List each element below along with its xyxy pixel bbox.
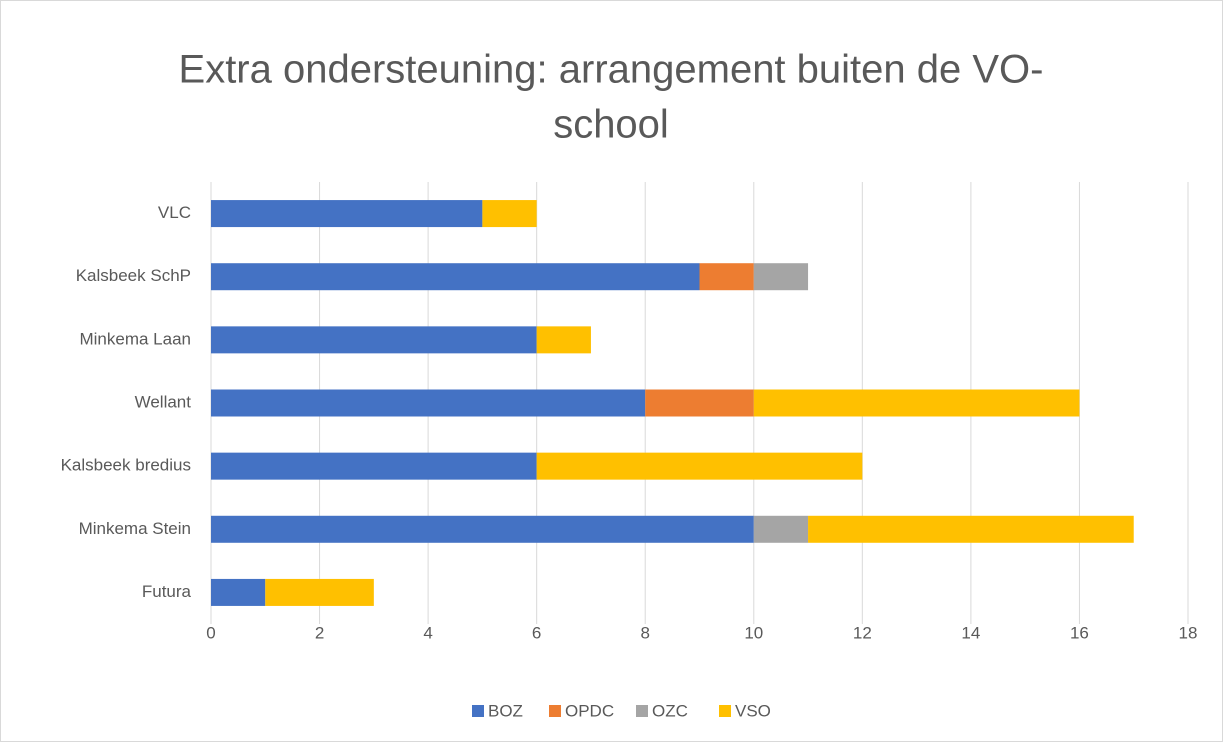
bar-segment xyxy=(211,263,700,291)
y-tick-label: Minkema Stein xyxy=(79,519,191,538)
bar-segment xyxy=(753,515,809,543)
legend-label: OPDC xyxy=(565,701,614,720)
x-tick-label: 4 xyxy=(423,623,432,642)
bar-segment xyxy=(482,200,537,228)
legend-swatch xyxy=(472,705,484,717)
y-tick-label: Kalsbeek SchP xyxy=(76,266,191,285)
x-tick-label: 6 xyxy=(532,623,541,642)
bar-segment xyxy=(211,452,537,480)
bar-segment xyxy=(211,578,266,606)
bar-segment xyxy=(536,452,863,480)
x-tick-label: 10 xyxy=(744,623,763,642)
x-tick-label: 0 xyxy=(206,623,215,642)
legend-label: BOZ xyxy=(488,701,523,720)
chart-title: Extra ondersteuning: arrangement buiten … xyxy=(179,48,1044,92)
x-tick-label: 2 xyxy=(315,623,324,642)
y-tick-label: VLC xyxy=(158,203,191,222)
bar-segment xyxy=(211,515,754,543)
bar-segment xyxy=(265,578,374,606)
bar-segment xyxy=(753,263,809,291)
bar-segment xyxy=(645,389,754,417)
x-tick-label: 14 xyxy=(961,623,980,642)
x-tick-label: 18 xyxy=(1179,623,1198,642)
bar-segment xyxy=(808,515,1134,543)
legend-swatch xyxy=(636,705,648,717)
bar-segment xyxy=(536,326,591,354)
bar-segment xyxy=(753,389,1080,417)
x-tick-label: 16 xyxy=(1070,623,1089,642)
bar-segment xyxy=(211,200,483,228)
legend-swatch xyxy=(719,705,731,717)
y-tick-label: Wellant xyxy=(135,392,192,411)
y-tick-label: Minkema Laan xyxy=(79,329,191,348)
bar-segment xyxy=(211,389,646,417)
chart-title: school xyxy=(553,103,669,147)
y-tick-label: Kalsbeek bredius xyxy=(61,456,191,475)
y-tick-label: Futura xyxy=(142,582,192,601)
x-tick-label: 8 xyxy=(640,623,649,642)
legend-swatch xyxy=(549,705,561,717)
bar-segment xyxy=(211,326,537,354)
x-tick-label: 12 xyxy=(853,623,872,642)
legend-label: OZC xyxy=(652,701,688,720)
legend-label: VSO xyxy=(735,701,771,720)
bar-segment xyxy=(699,263,754,291)
